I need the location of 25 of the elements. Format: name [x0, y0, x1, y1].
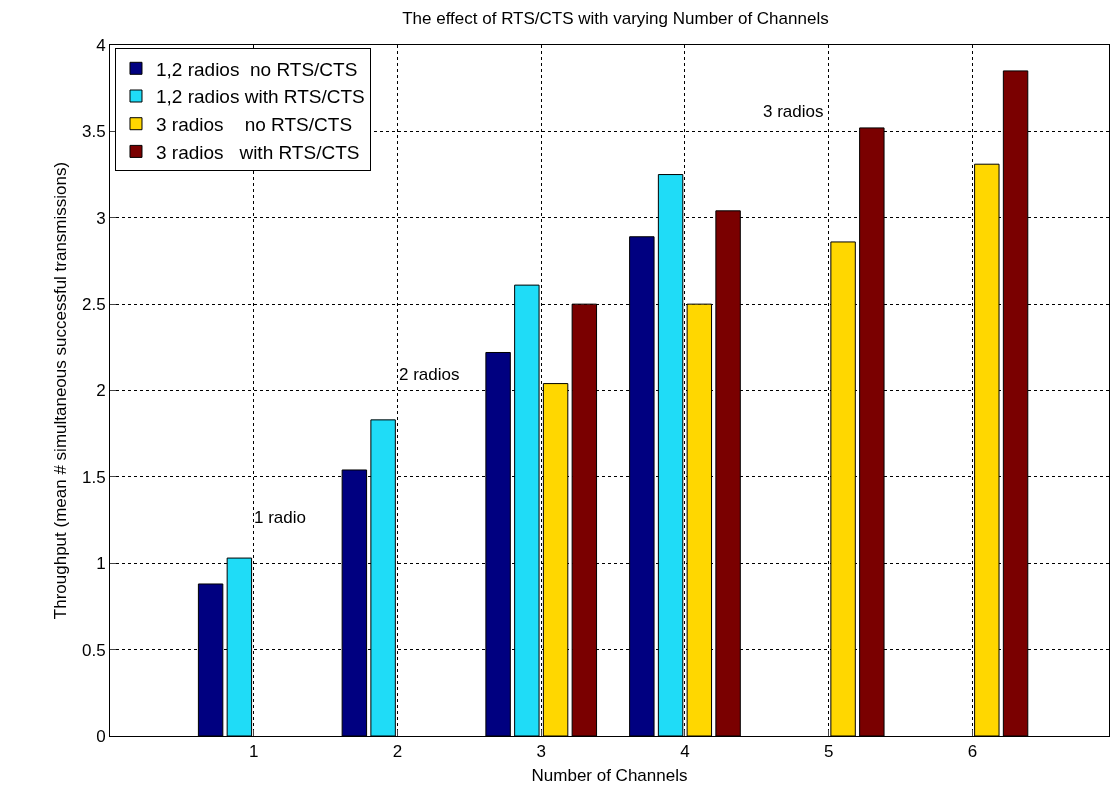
- x-tick-label: 5: [823, 742, 834, 762]
- y-tick-label: 4: [96, 35, 106, 55]
- legend-label: 3 radios no RTS/CTS: [155, 114, 353, 136]
- annotation: 2 radios: [399, 365, 460, 384]
- y-tick-label: 2: [96, 381, 106, 401]
- x-tick-label: 1: [249, 742, 259, 762]
- y-tick-label: 3.5: [81, 122, 106, 142]
- y-tick-label: 1.5: [81, 467, 106, 487]
- y-tick-label: 3: [96, 208, 106, 228]
- legend-label: 1,2 radios with RTS/CTS: [155, 86, 365, 108]
- y-axis-title: Throughput (mean # simultaneous successful transmissions): [51, 161, 70, 620]
- y-tick-label: 1: [96, 554, 106, 574]
- y-tick-label: 2.5: [81, 295, 106, 315]
- y-tick-label: 0: [96, 726, 106, 746]
- x-tick-label: 4: [680, 742, 690, 762]
- x-axis-title: Number of Channels: [531, 765, 688, 785]
- x-tick-label: 6: [967, 742, 978, 762]
- chart-title: The effect of RTS/CTS with varying Number of Channels: [402, 8, 829, 28]
- x-tick-label: 2: [392, 742, 403, 762]
- x-tick-label: 3: [536, 742, 546, 762]
- legend-label: 1,2 radios no RTS/CTS: [155, 58, 358, 80]
- legend-label: 3 radios with RTS/CTS: [155, 141, 360, 163]
- annotation: 1 radio: [254, 508, 306, 527]
- annotation: 3 radios: [763, 102, 824, 121]
- y-tick-label: 0.5: [81, 640, 106, 660]
